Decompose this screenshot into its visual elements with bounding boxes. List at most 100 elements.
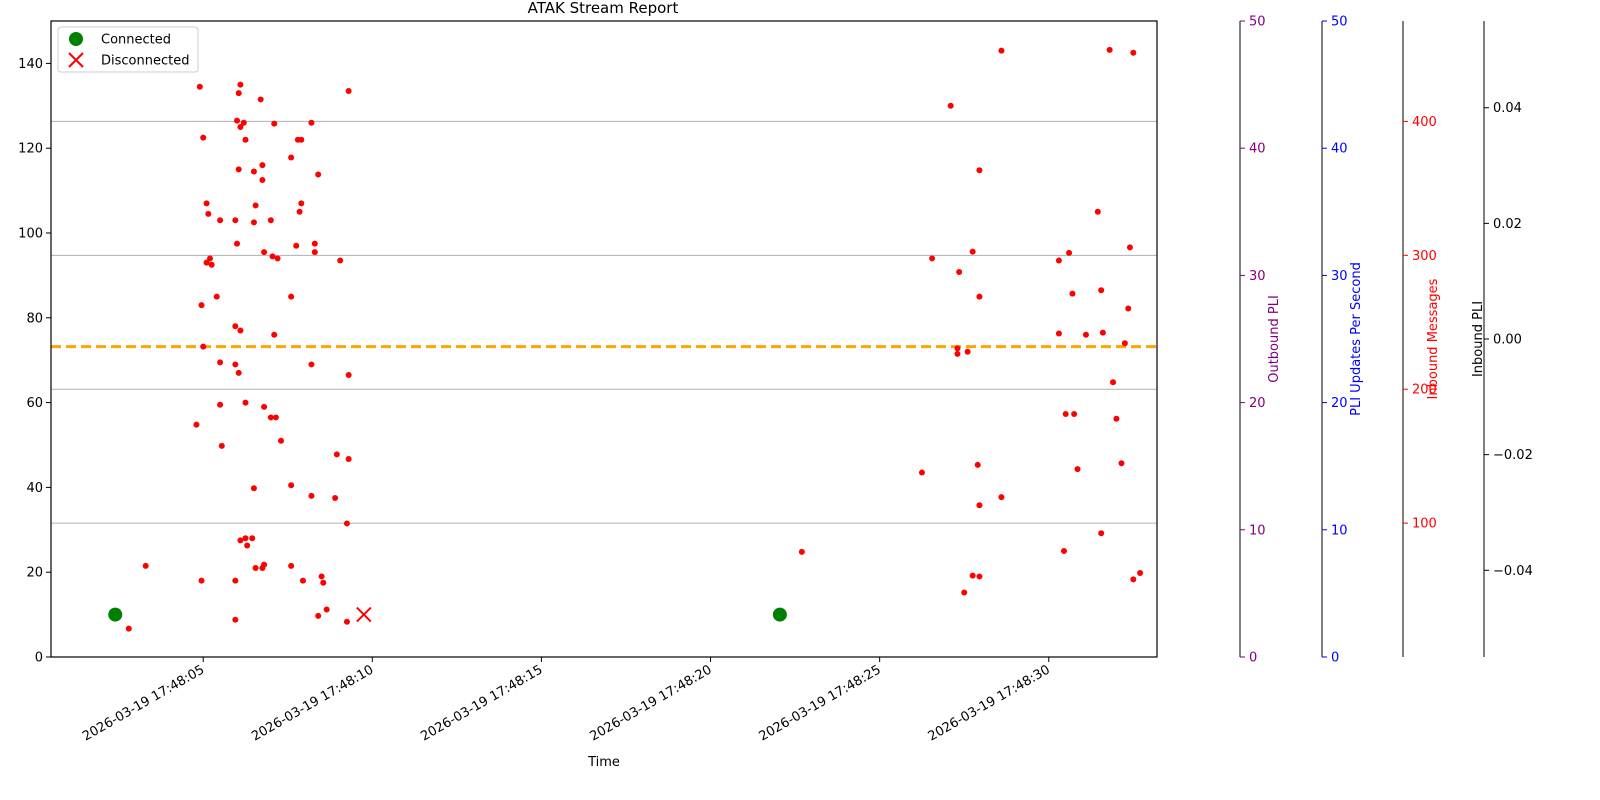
legend-marker-connected (69, 32, 83, 46)
data-point-95 (969, 248, 976, 255)
left-tick-label-20: 20 (26, 566, 43, 581)
tick-label-pli-updates-per-second-3: 30 (1331, 269, 1348, 284)
data-point-82 (345, 455, 352, 462)
data-point-101 (976, 573, 983, 580)
data-point-58 (288, 154, 295, 161)
right-axis-pli-updates-per-second: 0 10 20 30 40 50 PLI Updates Per Second (1321, 15, 1364, 666)
tick-label-inbound-pli-0: −0.04 (1493, 564, 1533, 579)
data-point-55 (277, 437, 284, 444)
data-point-67 (299, 577, 306, 584)
data-point-4 (200, 134, 207, 141)
data-point-13 (198, 577, 205, 584)
data-point-103 (998, 494, 1005, 501)
data-point-25 (232, 217, 239, 224)
data-point-15 (217, 359, 224, 366)
data-point-72 (308, 492, 315, 499)
x-axis: 2026-03-19 17:48:05 2026-03-19 17:48:10 20… (80, 657, 1053, 745)
left-tick-label-0: 0 (35, 651, 43, 666)
data-point-77 (323, 606, 330, 613)
data-point-83 (343, 520, 350, 527)
data-point-110 (1071, 411, 1078, 418)
data-point-3 (196, 83, 203, 90)
data-point-76 (315, 612, 322, 619)
legend-label-connected: Connected (101, 33, 171, 48)
data-point-117 (1106, 46, 1113, 53)
data-point-44 (259, 162, 266, 169)
data-point-64 (288, 293, 295, 300)
tick-label-outbound-pli-3: 30 (1249, 269, 1266, 284)
left-tick-label-120: 120 (18, 142, 43, 157)
tick-label-inbound-messages-1: 200 (1412, 383, 1437, 398)
data-point-31 (242, 399, 249, 406)
data-point-9 (206, 255, 213, 262)
axis-title-inbound-messages: Inbound Messages (1426, 278, 1441, 399)
data-point-36 (232, 577, 239, 584)
data-point-80 (337, 257, 344, 264)
data-point-124 (1130, 49, 1137, 56)
data-point-35 (249, 535, 256, 542)
tick-label-outbound-pli-5: 50 (1249, 15, 1266, 30)
legend-box (57, 26, 199, 73)
tick-label-outbound-pli-2: 20 (1249, 396, 1266, 411)
data-point-47 (261, 403, 268, 410)
data-point-5 (198, 302, 205, 309)
data-point-97 (976, 167, 983, 174)
data-point-84 (343, 618, 350, 625)
data-point-30 (235, 369, 242, 376)
data-point-60 (298, 136, 305, 143)
x-tick-label-1: 2026-03-19 17:48:10 (249, 662, 376, 744)
data-point-65 (288, 482, 295, 489)
data-point-79 (332, 495, 339, 501)
data-point-52 (271, 331, 278, 338)
data-point-34 (244, 542, 251, 549)
data-point-87 (918, 469, 925, 476)
data-point-122 (1125, 305, 1132, 312)
tick-label-outbound-pli-4: 40 (1249, 142, 1266, 157)
grid-lines (51, 120, 1157, 524)
data-point-28 (237, 327, 244, 334)
tick-label-inbound-messages-3: 400 (1412, 115, 1437, 130)
data-point-1 (142, 562, 149, 569)
data-point-78 (333, 451, 340, 458)
left-tick-label-80: 80 (26, 311, 43, 326)
data-point-71 (308, 361, 315, 368)
data-point-89 (947, 102, 954, 109)
data-point-14 (217, 217, 224, 224)
connected-marker-1 (772, 607, 787, 622)
axis-title-inbound-pli: Inbound PLI (1471, 301, 1486, 377)
data-point-43 (257, 96, 264, 103)
tick-label-inbound-pli-2: 0.00 (1493, 333, 1522, 348)
left-tick-label-60: 60 (26, 396, 43, 411)
data-point-41 (250, 485, 257, 492)
data-point-40 (250, 219, 257, 226)
data-point-73 (315, 171, 322, 178)
x-tick-label-2: 2026-03-19 17:48:15 (418, 662, 545, 744)
tick-label-inbound-pli-1: −0.02 (1493, 448, 1533, 463)
data-point-20 (235, 90, 242, 97)
data-point-116 (1098, 530, 1105, 537)
data-point-62 (298, 200, 305, 207)
tick-label-inbound-pli-3: 0.02 (1493, 217, 1522, 232)
data-point-108 (1066, 249, 1073, 256)
x-tick-label-4: 2026-03-19 17:48:25 (757, 662, 884, 744)
data-point-109 (1069, 290, 1076, 297)
data-points (108, 46, 1144, 632)
data-point-46 (261, 249, 268, 256)
data-point-100 (976, 502, 983, 509)
data-point-121 (1121, 340, 1128, 347)
data-point-19 (237, 81, 244, 88)
data-point-32 (237, 537, 244, 544)
data-point-81 (345, 372, 352, 379)
data-point-49 (261, 561, 268, 568)
axis-title-outbound-pli: Outbound PLI (1267, 295, 1282, 383)
data-point-50 (267, 217, 274, 224)
data-point-12 (213, 293, 220, 300)
data-point-63 (296, 208, 303, 215)
tick-label-pli-updates-per-second-0: 0 (1331, 651, 1339, 666)
data-point-61 (293, 242, 300, 249)
right-y-axes: 0 10 20 30 40 50 Outbound PLI 0 10 20 30 40 50 PLI Up… (1239, 15, 1533, 666)
data-point-0 (125, 625, 132, 632)
data-point-104 (1055, 257, 1062, 264)
data-point-22 (240, 119, 247, 126)
x-tick-label-3: 2026-03-19 17:48:20 (587, 662, 714, 744)
